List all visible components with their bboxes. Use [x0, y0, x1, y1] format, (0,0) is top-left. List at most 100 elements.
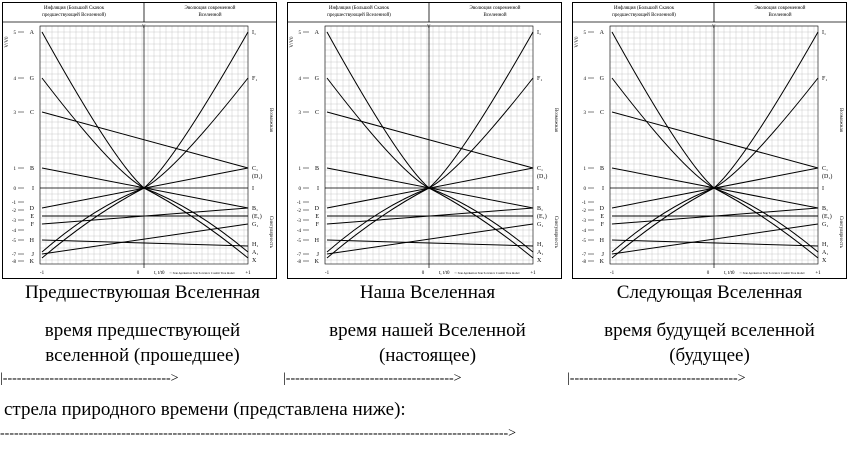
panel-name-next: Следующая Вселенная — [616, 282, 803, 303]
diagram-panel-ours: Инфляция (Большой Скачок предшествующей В… — [287, 2, 562, 279]
left-label: C — [30, 110, 34, 116]
panel-time-next-line1: время будущей вселенной — [604, 320, 815, 341]
right-label: I₁ — [537, 30, 541, 36]
left-tick: -5 — [582, 239, 587, 244]
right-label: I — [252, 186, 254, 192]
right-label: C₁ — [252, 166, 258, 172]
line-J — [611, 223, 819, 255]
right-label: I₁ — [822, 30, 826, 36]
right-label: B₁ — [822, 206, 828, 212]
left-label: H — [315, 238, 320, 244]
right-label: A₁ — [822, 250, 828, 256]
x-axis-label: t, t/t0 — [154, 271, 165, 276]
left-tick: 1 — [299, 167, 302, 172]
diagram-svg: Инфляция (Большой Скачок предшествующей В… — [572, 2, 847, 279]
line-C — [326, 111, 534, 169]
left-label: F — [601, 222, 605, 228]
right-label: (E₁) — [537, 213, 547, 220]
panel-time-previous-line2: вселенной (прошедшее) — [45, 345, 240, 366]
left-tick: 0 — [299, 187, 302, 192]
right-side-top-label: Возможная — [838, 108, 843, 133]
right-side-top-label: Возможная — [553, 108, 558, 133]
y-axis-label: V/V0 — [575, 36, 580, 48]
left-label: D — [315, 206, 320, 212]
line-H — [611, 239, 819, 247]
left-tick: -1 — [12, 201, 17, 206]
right-label: X — [822, 258, 827, 264]
right-label: (D₁) — [252, 173, 262, 180]
curves — [611, 31, 819, 259]
diagram-panel-next: Инфляция (Большой Скачок предшествующей В… — [572, 2, 847, 279]
right-label: B₁ — [537, 206, 543, 212]
left-tick: -2 — [12, 209, 17, 214]
left-tick: -2 — [582, 209, 587, 214]
left-tick: 4 — [584, 77, 587, 82]
left-tick: -7 — [582, 253, 587, 258]
panel-time-next-line2: (будущее) — [669, 345, 750, 366]
line-F — [611, 207, 819, 225]
diagram-frame — [2, 2, 277, 279]
left-tick: -8 — [297, 260, 302, 265]
left-label: A — [600, 30, 605, 36]
left-label: F — [31, 222, 35, 228]
right-label: X — [537, 258, 542, 264]
left-label: E — [600, 214, 604, 220]
header-right-line2: Вселенной — [198, 13, 221, 18]
y-axis-marker: Y — [427, 25, 431, 30]
right-label: H₁ — [822, 242, 828, 248]
left-tick: 0 — [14, 187, 17, 192]
right-label: G₁ — [822, 222, 828, 228]
left-tick: -2 — [297, 209, 302, 214]
left-tick: 5 — [299, 31, 302, 36]
grid — [324, 25, 533, 264]
left-label: F — [316, 222, 320, 228]
header-right-line1: Эволюция современной — [755, 6, 806, 11]
diagram-frame — [287, 2, 562, 279]
panel-time-previous-line1: время предшествующей — [44, 320, 241, 341]
left-label: G — [30, 76, 35, 82]
right-label: A₁ — [537, 250, 543, 256]
left-tick: -4 — [12, 229, 17, 234]
left-label: J — [602, 252, 605, 258]
left-tick: -7 — [297, 253, 302, 258]
line-J — [326, 223, 534, 255]
x-tick: 0 — [422, 271, 425, 276]
left-label: J — [317, 252, 320, 258]
header-left-line1: Инфляция (Большой Скачок — [614, 6, 675, 11]
header-left-line1: Инфляция (Большой Скачок — [44, 6, 105, 11]
right-side-bottom-label: Сингулярность — [838, 216, 843, 249]
left-tick: 4 — [14, 77, 17, 82]
panel-time-ours-line2: (настоящее) — [378, 345, 477, 366]
left-tick: 5 — [584, 31, 587, 36]
x-tick: +1 — [530, 271, 536, 276]
header-right-line2: Вселенной — [768, 13, 791, 18]
right-label: G₁ — [537, 222, 543, 228]
left-tick: 5 — [14, 31, 17, 36]
right-label: (D₁) — [537, 173, 547, 180]
right-label: H₁ — [537, 242, 543, 248]
x-tick: 0 — [707, 271, 710, 276]
line-F — [41, 207, 249, 225]
left-label: D — [30, 206, 35, 212]
left-label: A — [315, 30, 320, 36]
left-label: G — [600, 76, 605, 82]
left-label: K — [315, 259, 320, 265]
left-label: H — [600, 238, 605, 244]
time-arrow-segment-ours: |------------------------------------> — [283, 371, 462, 386]
x-axis-label: t, t/t0 — [724, 271, 735, 276]
left-label: A — [30, 30, 35, 36]
footnote: © Ivan Apraksin и Ivan Sorvanov Cosmic T… — [455, 270, 520, 275]
right-label: I₁ — [252, 30, 256, 36]
left-tick: -3 — [582, 219, 587, 224]
line-C — [611, 111, 819, 169]
left-label: K — [30, 259, 35, 265]
grid — [39, 25, 248, 264]
y-axis-marker: Y — [712, 25, 716, 30]
right-label: (E₁) — [822, 213, 832, 220]
left-tick: -8 — [582, 260, 587, 265]
panel-time-previous: время предшествующей вселенной (прошедше… — [0, 318, 285, 368]
right-label: C₁ — [537, 166, 543, 172]
right-label: H₁ — [252, 242, 258, 248]
line-F — [326, 207, 534, 225]
right-label: (D₁) — [822, 173, 832, 180]
